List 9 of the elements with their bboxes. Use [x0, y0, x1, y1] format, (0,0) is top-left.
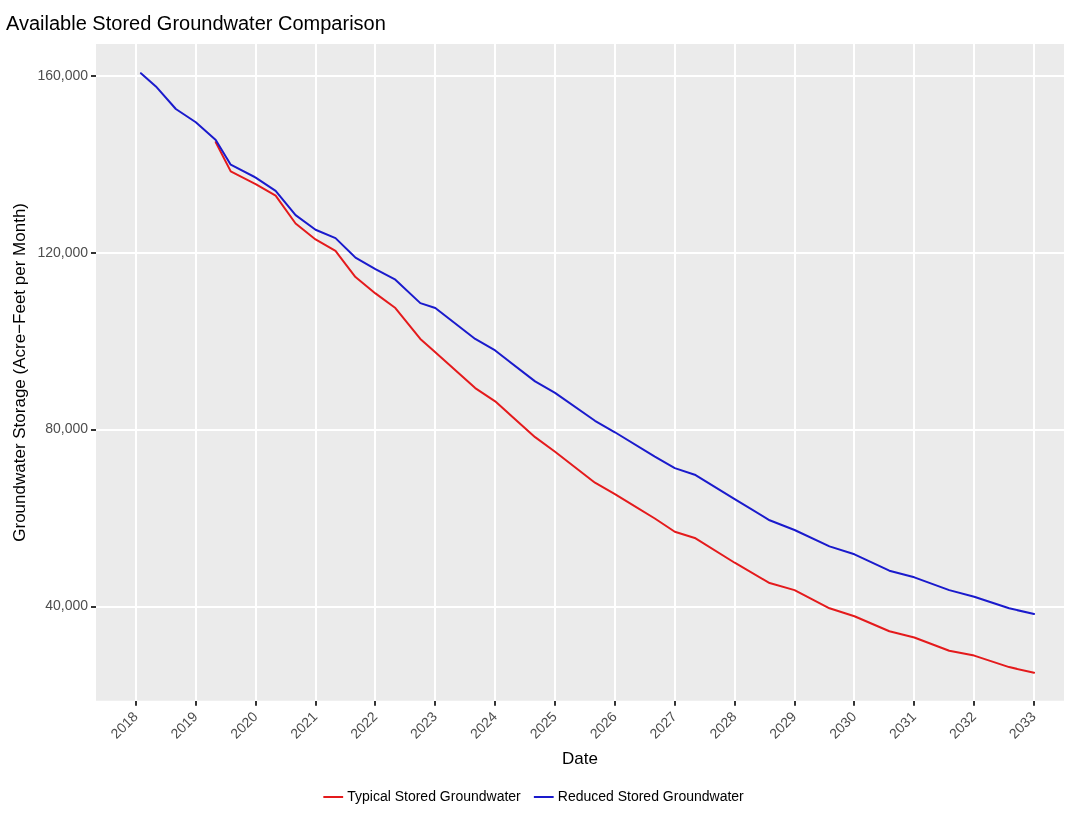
y-tick-label: 120,000: [37, 243, 89, 260]
y-tick-label: 40,000: [45, 597, 89, 614]
y-axis-title: Groundwater Storage (Acre−Feet per Month): [9, 202, 29, 542]
legend-label: Typical Stored Groundwater: [347, 787, 522, 804]
y-tick-label: 80,000: [45, 420, 89, 437]
chart-title: Available Stored Groundwater Comparison: [6, 11, 386, 34]
x-axis-title: Date: [562, 749, 598, 769]
legend-label: Reduced Stored Groundwater: [557, 787, 745, 804]
y-tick-label: 160,000: [37, 66, 89, 83]
